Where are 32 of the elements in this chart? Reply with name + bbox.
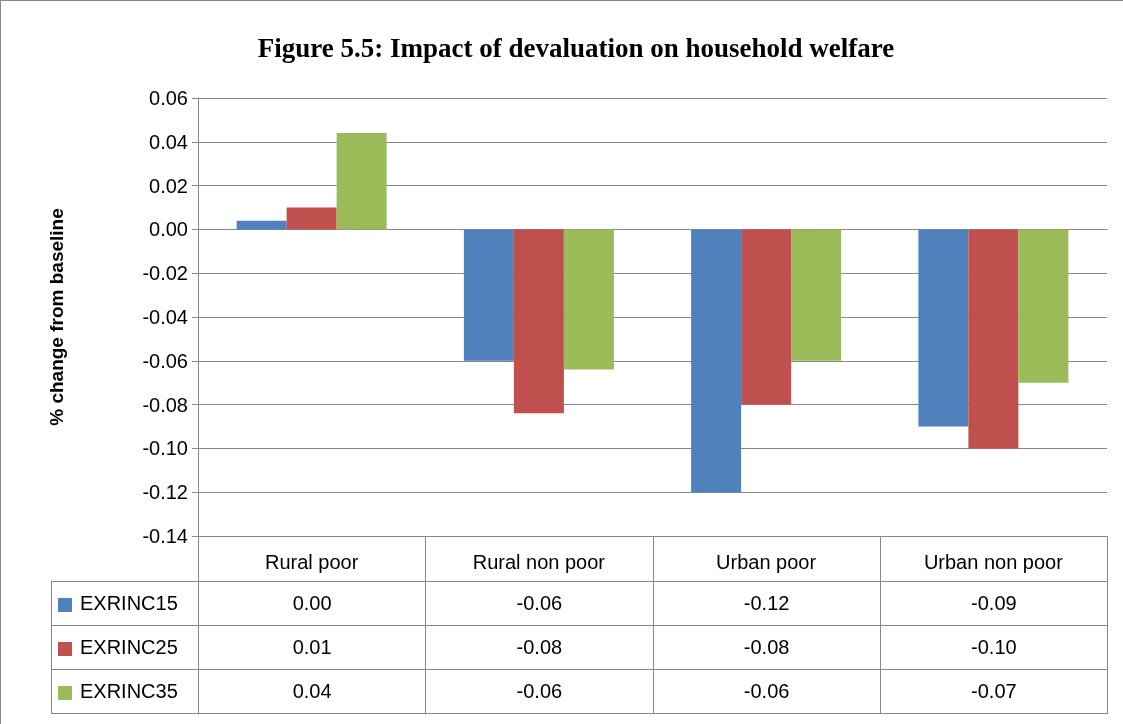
data-label: -0.07: [880, 669, 1108, 714]
y-axis-title: % change from baseline: [46, 208, 67, 426]
y-tick-label: -0.02: [142, 262, 188, 285]
data-label: 0.04: [198, 669, 426, 714]
y-tick-label: -0.04: [142, 306, 188, 328]
y-tick-label: 0.00: [149, 218, 188, 241]
data-label: -0.08: [653, 625, 881, 670]
y-tick-label: 0.02: [149, 174, 188, 197]
x-tick-label: Rural poor: [264, 551, 359, 573]
data-label: -0.10: [880, 625, 1108, 670]
data-label: 0.01: [198, 625, 426, 670]
data-label: -0.09: [880, 581, 1108, 626]
y-tick-label: -0.14: [142, 525, 188, 547]
x-tick-label: Rural non poor: [472, 551, 606, 573]
legend-label: EXRINC35: [51, 669, 199, 714]
y-tick-label: -0.10: [142, 437, 188, 460]
data-label: 0.00: [198, 581, 426, 626]
y-tick-label: 0.06: [149, 87, 188, 109]
legend-label: EXRINC25: [51, 625, 199, 670]
x-tick-label: Urban poor: [716, 551, 817, 573]
y-tick-label: 0.04: [149, 130, 188, 153]
legend-label: EXRINC15: [51, 581, 199, 626]
y-tick-label: -0.08: [142, 393, 188, 416]
data-label: -0.06: [425, 581, 653, 626]
data-label: -0.06: [425, 669, 653, 714]
x-tick-label: Urban non poor: [923, 551, 1064, 573]
y-tick-label: -0.06: [142, 349, 188, 372]
data-label: -0.06: [653, 669, 881, 714]
y-tick-label: -0.12: [142, 481, 188, 504]
data-label: -0.12: [653, 581, 881, 626]
chart-title: Figure 5.5: Impact of devaluation on household welfare: [257, 32, 895, 63]
data-label: -0.08: [425, 625, 653, 670]
